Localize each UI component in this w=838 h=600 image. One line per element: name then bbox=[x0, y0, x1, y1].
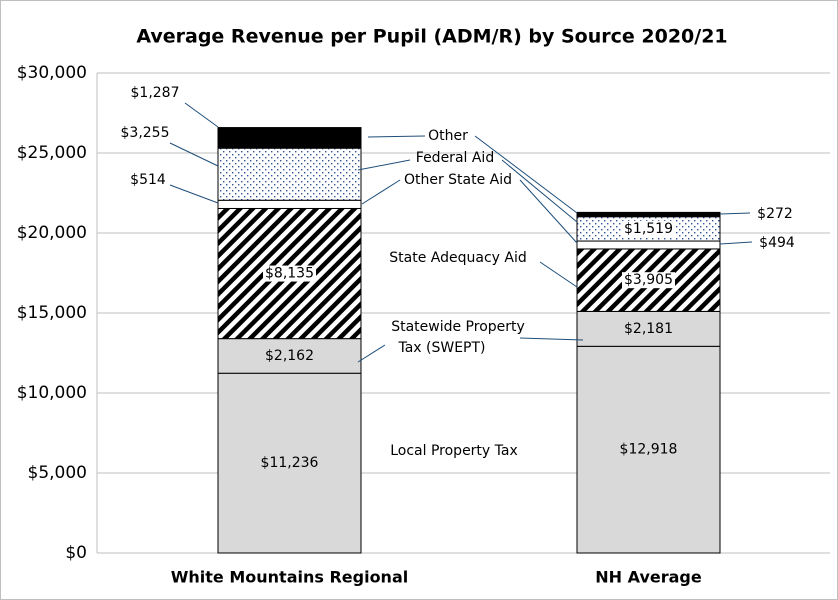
y-tick-label: $5,000 bbox=[28, 463, 87, 483]
series-label: Statewide Property Tax (SWEPT) bbox=[391, 319, 525, 356]
value-label: $2,181 bbox=[624, 321, 673, 337]
leader-line bbox=[169, 142, 219, 167]
chart-title: Average Revenue per Pupil (ADM/R) by Sou… bbox=[136, 26, 727, 48]
label-background bbox=[622, 272, 675, 289]
value-label: $494 bbox=[759, 235, 795, 251]
bar-segment bbox=[576, 345, 721, 554]
leader-line bbox=[361, 179, 401, 205]
leader-line bbox=[719, 212, 751, 215]
series-label: Other bbox=[428, 128, 468, 144]
label-background bbox=[263, 265, 316, 282]
bar-segment bbox=[217, 127, 362, 149]
value-label: $1,519 bbox=[624, 221, 673, 237]
bar-segment bbox=[217, 147, 362, 201]
series-label: Local Property Tax bbox=[390, 443, 518, 459]
series-label-line: Tax (SWEPT) bbox=[397, 340, 485, 356]
bar-segment bbox=[576, 211, 721, 218]
bar-segment bbox=[576, 310, 721, 347]
leader-line bbox=[519, 179, 578, 244]
value-label: $3,255 bbox=[121, 125, 170, 141]
leader-line bbox=[501, 159, 578, 223]
y-tick-label: $15,000 bbox=[17, 303, 87, 323]
value-label: $3,905 bbox=[624, 272, 673, 288]
bar-segment bbox=[576, 240, 721, 250]
value-label: $272 bbox=[757, 206, 793, 222]
bar-segment bbox=[217, 199, 362, 209]
value-label: $2,162 bbox=[265, 348, 314, 364]
series-label: Federal Aid bbox=[416, 150, 494, 166]
value-label: $8,135 bbox=[265, 266, 314, 282]
leader-line bbox=[169, 184, 219, 204]
bar-segment bbox=[217, 372, 362, 554]
leader-line bbox=[539, 261, 578, 288]
bar-segment bbox=[217, 338, 362, 374]
x-tick-label: White Mountains Regional bbox=[171, 568, 408, 587]
label-background bbox=[622, 220, 675, 237]
leader-line bbox=[357, 159, 411, 171]
series-label: State Adequacy Aid bbox=[389, 250, 526, 266]
y-tick-label: $20,000 bbox=[17, 223, 87, 243]
value-label: $514 bbox=[130, 172, 166, 188]
y-tick-label: $25,000 bbox=[17, 143, 87, 163]
y-tick-label: $30,000 bbox=[17, 63, 87, 83]
value-label: $1,287 bbox=[131, 85, 180, 101]
value-label: $11,236 bbox=[261, 455, 319, 471]
value-label: $12,918 bbox=[620, 442, 678, 458]
leader-line bbox=[719, 241, 753, 245]
leader-line bbox=[184, 102, 219, 128]
y-tick-label: $10,000 bbox=[17, 383, 87, 403]
series-label: Other State Aid bbox=[404, 172, 512, 188]
leader-line bbox=[357, 344, 386, 363]
leader-line bbox=[474, 135, 578, 214]
leader-line bbox=[367, 135, 426, 138]
leader-line bbox=[519, 337, 584, 341]
x-tick-label: NH Average bbox=[595, 568, 702, 587]
y-tick-label: $0 bbox=[65, 543, 87, 563]
series-label-line: Statewide Property bbox=[391, 319, 525, 335]
